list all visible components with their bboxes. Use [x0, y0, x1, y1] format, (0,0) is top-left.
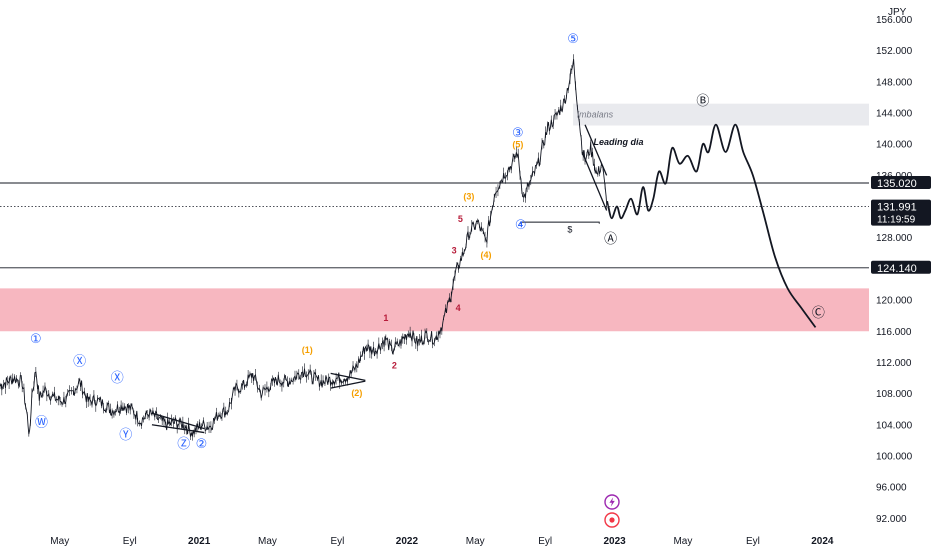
- wave-label: Ⓦ: [35, 414, 48, 429]
- time-tick-label: 2022: [396, 536, 419, 547]
- price-tick-label: 104.000: [876, 420, 913, 431]
- zones-layer: [0, 103, 869, 332]
- time-tick-label: Eyl: [123, 536, 137, 547]
- wave-labels-layer: ① Ⓦ Ⓧ Ⓧ Ⓨ Ⓩ ② (1) (2) 1 2 3 4 5 (3) (4) (5)③ ④ ⑤ Ⓐ Ⓑ Ⓒ: [30, 31, 825, 451]
- wave-label: ⑤: [567, 31, 579, 46]
- wave-label: Ⓧ: [111, 370, 124, 385]
- price-tick-label: 144.000: [876, 109, 913, 120]
- price-tick-label: 112.000: [876, 358, 912, 369]
- price-tag-bg: [871, 176, 931, 190]
- levels-layer: [0, 182, 869, 269]
- wave-label: (1): [302, 345, 313, 355]
- price-tick-label: 128.000: [876, 233, 913, 244]
- triangle-2021-line: [330, 380, 366, 389]
- wave-label: (5): [512, 139, 523, 149]
- imbalans-zone: [573, 103, 869, 126]
- currency-label: JPY: [888, 7, 907, 18]
- demand-zone: [0, 288, 869, 332]
- projection-path: [607, 123, 817, 328]
- price-tag-countdown: 11:19:59: [877, 215, 916, 226]
- wave-label: Ⓑ: [696, 93, 709, 108]
- wave-label: 3: [452, 245, 457, 255]
- wave-label: Ⓧ: [73, 354, 86, 369]
- wave-label: 5: [458, 214, 463, 224]
- time-tick-label: 2023: [603, 536, 626, 547]
- price-tag-bg: [871, 199, 931, 226]
- price-tick-label: 152.000: [876, 46, 913, 57]
- price-tick-label: 92.000: [876, 514, 907, 525]
- time-tick-label: May: [258, 536, 277, 547]
- wave-label: ④: [515, 217, 527, 232]
- price-tag-value: 135.020: [877, 178, 917, 190]
- leading-diagonal-label: Leading dia: [594, 137, 644, 147]
- triangle-2021-line: [330, 372, 366, 381]
- time-tick-label: 2021: [188, 536, 211, 547]
- equal-lows-label: $: [567, 224, 572, 234]
- wave-label: 2: [392, 361, 397, 371]
- price-tag-bg: [871, 260, 931, 274]
- time-axis[interactable]: [0, 530, 932, 550]
- price-tick-label: 116.000: [876, 327, 912, 338]
- price-tick-label: 100.000: [876, 451, 913, 462]
- wave-label: Ⓨ: [119, 427, 132, 442]
- leading-diagonal-line: [581, 151, 608, 211]
- time-tick-label: May: [673, 536, 692, 547]
- wave-label: (4): [481, 250, 492, 260]
- time-tick-label: Eyl: [538, 536, 552, 547]
- drawings-layer: [151, 124, 608, 434]
- time-axis-ticks: May Eyl 2021 May Eyl 2022 May Eyl 2023 May Eyl 2024: [50, 536, 834, 547]
- wave-label: ①: [30, 331, 42, 346]
- price-tick-label: 120.000: [876, 296, 913, 307]
- wave-label: (3): [463, 192, 474, 202]
- time-tick-label: May: [50, 536, 69, 547]
- equal-lows-line: [520, 221, 600, 224]
- wave-label: Ⓒ: [812, 305, 825, 320]
- time-tick-label: Eyl: [746, 536, 760, 547]
- wedge-2020-line: [151, 412, 205, 430]
- series-layer: [0, 54, 817, 441]
- wave-label: Ⓐ: [604, 231, 617, 246]
- time-tick-label: 2024: [811, 536, 834, 547]
- wave-label: 4: [456, 303, 461, 313]
- wave-label: (2): [351, 388, 362, 398]
- price-tick-label: 96.000: [876, 483, 907, 494]
- price-tag-value: 124.140: [877, 263, 917, 275]
- price-tick-label: 156.000: [876, 15, 913, 26]
- imbalance-label: imbalans: [577, 110, 614, 120]
- record-icon[interactable]: [604, 512, 620, 528]
- lightning-icon[interactable]: [604, 494, 620, 510]
- time-tick-label: Eyl: [331, 536, 345, 547]
- wave-label: Ⓩ: [177, 436, 190, 451]
- price-series-line: [0, 59, 609, 437]
- price-tick-label: 108.000: [876, 389, 913, 400]
- wave-label: 1: [383, 313, 388, 323]
- price-tag-value: 131.991: [877, 202, 917, 214]
- price-tick-label: 148.000: [876, 77, 913, 88]
- price-tick-label: 140.000: [876, 140, 913, 151]
- wave-label: ②: [196, 436, 208, 451]
- wave-label: ③: [512, 125, 524, 140]
- time-tick-label: May: [466, 536, 485, 547]
